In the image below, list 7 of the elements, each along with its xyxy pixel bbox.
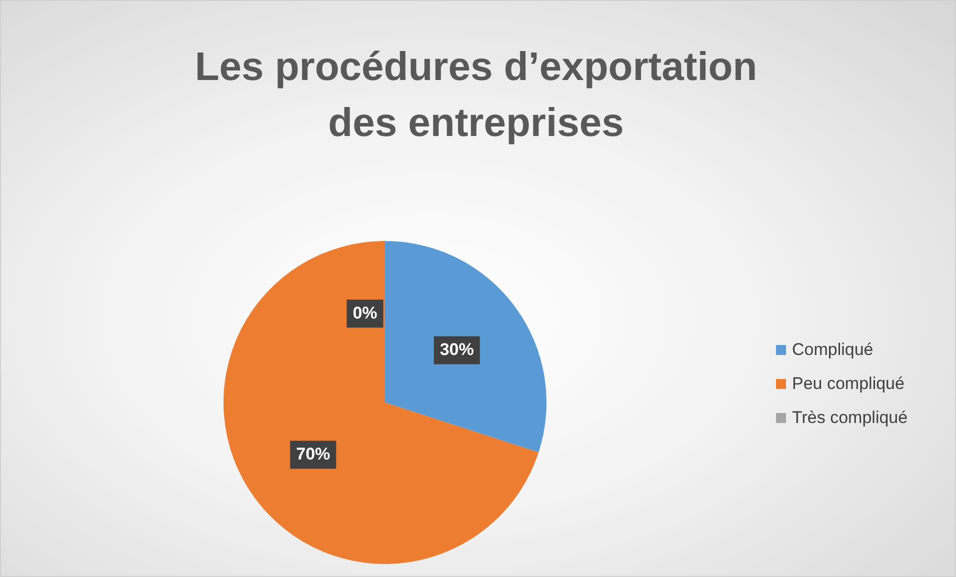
legend-label: Peu compliqué bbox=[792, 374, 904, 394]
text: 0% bbox=[352, 303, 378, 322]
legend-label: Compliqué bbox=[792, 340, 874, 360]
data-label: 30% bbox=[440, 340, 474, 359]
legend-label: Très compliqué bbox=[792, 408, 908, 428]
data-label: 70% bbox=[296, 444, 330, 464]
chart-title: Les procédures d’exportation des entreprises bbox=[194, 44, 758, 147]
